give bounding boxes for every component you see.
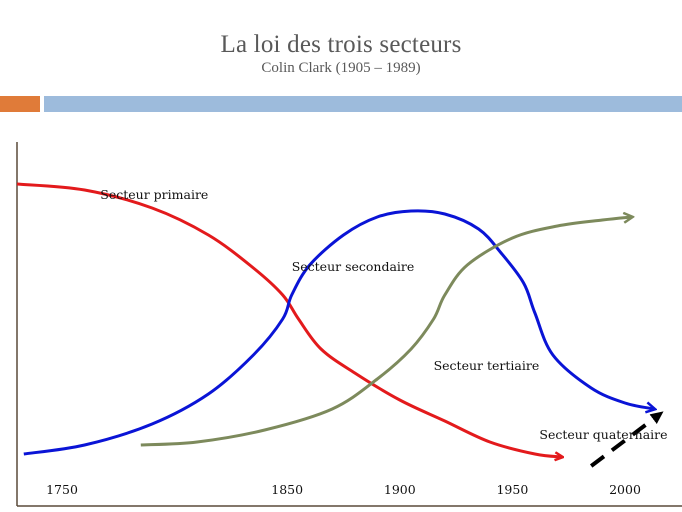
- series-line-secteur-tertiaire: [140, 217, 632, 447]
- axes: [16, 142, 682, 507]
- x-tick-label-1950: 1950: [496, 482, 528, 497]
- series-line-secteur-primaire: [16, 182, 562, 457]
- title-block: La loi des trois secteurs Colin Clark (1…: [0, 30, 682, 77]
- x-tick-label-1850: 1850: [271, 482, 303, 497]
- series-layer: [16, 182, 664, 468]
- annotation-secteur-secondaire: Secteur secondaire: [292, 259, 415, 274]
- accent-bar-blue: [44, 96, 682, 112]
- tick-layer: 1750 1850 1900 1950 2000: [46, 482, 641, 497]
- page-subtitle: Colin Clark (1905 – 1989): [261, 60, 421, 76]
- x-tick-label-1750: 1750: [46, 482, 78, 497]
- page-title: La loi des trois secteurs: [220, 31, 462, 58]
- series-line-secteur-quaternaire: [589, 411, 664, 468]
- accent-bar-orange: [0, 96, 40, 112]
- annotation-secteur-tertiaire: Secteur tertiaire: [434, 358, 540, 373]
- annotation-secteur-primaire: Secteur primaire: [100, 187, 208, 202]
- annotation-secteur-quaternaire: Secteur quaternaire: [539, 427, 667, 442]
- x-tick-label-1900: 1900: [384, 482, 416, 497]
- x-tick-label-2000: 2000: [609, 482, 641, 497]
- label-layer: Secteur primaire Secteur secondaire Secteu…: [100, 187, 667, 442]
- series-line-secteur-secondaire: [23, 209, 654, 456]
